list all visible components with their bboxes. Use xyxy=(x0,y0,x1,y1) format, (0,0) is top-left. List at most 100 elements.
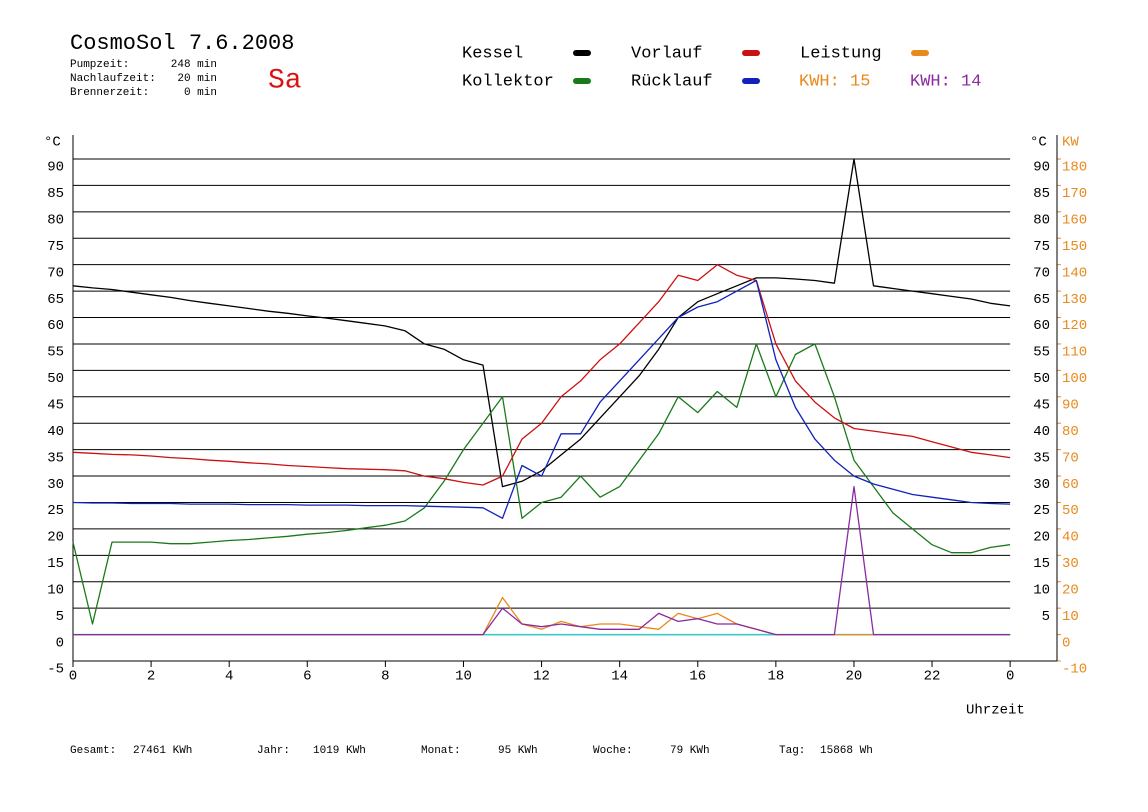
x-tick-label: 6 xyxy=(303,669,311,685)
y-tick-label: 50 xyxy=(47,371,64,387)
y-tick-label: 90 xyxy=(47,160,64,176)
y-axis-label-right: °C xyxy=(1030,135,1047,151)
y2-tick-label: 100 xyxy=(1062,371,1087,387)
y-axis-label: °C xyxy=(44,135,61,151)
y-tick-label: -5 xyxy=(47,662,64,678)
y2-tick-label: 80 xyxy=(1062,424,1079,440)
x-tick-label: 20 xyxy=(846,669,863,685)
y-tick-label: 25 xyxy=(47,503,64,519)
legend-label: Leistung xyxy=(800,44,882,63)
total-label: Tag: xyxy=(779,745,805,757)
y-tick-label-right: 15 xyxy=(1033,556,1050,572)
stat-value: 0 min xyxy=(184,87,217,99)
total-value: 27461 KWh xyxy=(133,745,192,757)
series-line xyxy=(72,279,1011,519)
x-tick-label: 2 xyxy=(147,669,155,685)
y-tick-label-right: 80 xyxy=(1033,213,1050,229)
series-line xyxy=(72,158,1011,488)
y-tick-label-right: 10 xyxy=(1033,582,1050,598)
x-tick-label: 8 xyxy=(381,669,389,685)
y-tick-label: 40 xyxy=(47,424,64,440)
x-tick-label: 12 xyxy=(533,669,550,685)
y-tick-label-right: 45 xyxy=(1033,397,1050,413)
y2-axis-label: KW xyxy=(1062,135,1079,151)
legend-label: Rücklauf xyxy=(631,72,713,91)
x-tick-label: 4 xyxy=(225,669,233,685)
y2-tick-label: 0 xyxy=(1062,635,1070,651)
y-tick-label: 70 xyxy=(47,265,64,281)
y-tick-label: 10 xyxy=(47,582,64,598)
legend-label: Kollektor xyxy=(462,72,554,91)
y-tick-label: 55 xyxy=(47,345,64,361)
y2-tick-label: -10 xyxy=(1062,662,1087,678)
y-tick-label: 20 xyxy=(47,530,64,546)
total-label: Gesamt: xyxy=(70,745,116,757)
y2-tick-label: 90 xyxy=(1062,397,1079,413)
chart-title: CosmoSol 7.6.2008 xyxy=(70,31,294,56)
y2-tick-label: 170 xyxy=(1062,186,1087,202)
y-tick-label: 30 xyxy=(47,477,64,493)
y2-tick-label: 10 xyxy=(1062,609,1079,625)
y-tick-label-right: 30 xyxy=(1033,477,1050,493)
x-tick-label: 0 xyxy=(69,669,77,685)
total-label: Woche: xyxy=(593,745,633,757)
legend-label: Vorlauf xyxy=(631,44,702,63)
y-tick-label-right: 85 xyxy=(1033,186,1050,202)
y-tick-label-right: 20 xyxy=(1033,530,1050,546)
y2-tick-label: 150 xyxy=(1062,239,1087,255)
day-label: Sa xyxy=(268,65,302,96)
y-tick-label: 80 xyxy=(47,213,64,229)
y2-tick-label: 140 xyxy=(1062,265,1087,281)
y-tick-label-right: 75 xyxy=(1033,239,1050,255)
y-tick-label-right: 5 xyxy=(1042,609,1050,625)
x-tick-label: 10 xyxy=(455,669,472,685)
y2-tick-label: 40 xyxy=(1062,530,1079,546)
y-tick-label-right: 25 xyxy=(1033,503,1050,519)
y-tick-label: 0 xyxy=(56,635,64,651)
y-tick-label-right: 90 xyxy=(1033,160,1050,176)
x-axis-label: Uhrzeit xyxy=(966,703,1025,719)
total-value: 95 KWh xyxy=(498,745,538,757)
y-tick-label: 75 xyxy=(47,239,64,255)
y-tick-label: 60 xyxy=(47,318,64,334)
y-tick-label-right: 70 xyxy=(1033,265,1050,281)
x-tick-label: 0 xyxy=(1006,669,1014,685)
total-value: 79 KWh xyxy=(670,745,710,757)
y2-tick-label: 130 xyxy=(1062,292,1087,308)
stat-label: Nachlaufzeit: xyxy=(70,73,156,85)
y2-tick-label: 180 xyxy=(1062,160,1087,176)
y2-tick-label: 60 xyxy=(1062,477,1079,493)
y2-tick-label: 70 xyxy=(1062,450,1079,466)
total-value: 15868 Wh xyxy=(820,745,873,757)
y-tick-label: 5 xyxy=(56,609,64,625)
stat-value: 20 min xyxy=(177,73,217,85)
y-tick-label-right: 40 xyxy=(1033,424,1050,440)
x-tick-label: 22 xyxy=(924,669,941,685)
y-tick-label-right: 65 xyxy=(1033,292,1050,308)
y2-tick-label: 120 xyxy=(1062,318,1087,334)
legend-label: Kessel xyxy=(462,44,523,63)
y-tick-label: 35 xyxy=(47,450,64,466)
y2-tick-label: 50 xyxy=(1062,503,1079,519)
y-tick-label-right: 55 xyxy=(1033,345,1050,361)
total-value: 1019 KWh xyxy=(313,745,366,757)
series-line xyxy=(73,485,1011,636)
y-tick-label: 65 xyxy=(47,292,64,308)
stat-value: 248 min xyxy=(171,59,217,71)
stat-label: Brennerzeit: xyxy=(70,87,149,99)
y-tick-label-right: 35 xyxy=(1033,450,1050,466)
y2-tick-label: 110 xyxy=(1062,345,1087,361)
y2-tick-label: 160 xyxy=(1062,213,1087,229)
y-tick-label: 85 xyxy=(47,186,64,202)
total-label: Monat: xyxy=(421,745,461,757)
y-tick-label-right: 50 xyxy=(1033,371,1050,387)
annotation: KWH: 15 xyxy=(799,72,870,91)
y-tick-label: 15 xyxy=(47,556,64,572)
y-tick-label-right: 60 xyxy=(1033,318,1050,334)
annotation: KWH: 14 xyxy=(910,72,981,91)
series-line xyxy=(72,343,1011,625)
stat-label: Pumpzeit: xyxy=(70,59,129,71)
y2-tick-label: 30 xyxy=(1062,556,1079,572)
x-tick-label: 18 xyxy=(767,669,784,685)
